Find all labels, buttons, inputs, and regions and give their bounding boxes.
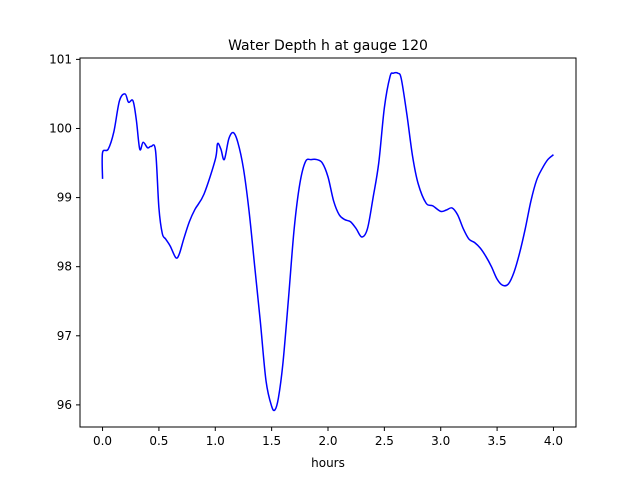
y-tick-label: 99 <box>57 191 72 205</box>
plot-area <box>101 71 554 412</box>
series-line-0 <box>101 71 554 412</box>
x-axis: 0.0 0.5 1.0 1.5 2.0 2.5 3.0 3.5 4.0 <box>93 427 563 448</box>
x-tick-label: 3.0 <box>431 434 450 448</box>
x-tick-label: 1.0 <box>206 434 225 448</box>
chart-title: Water Depth h at gauge 120 <box>228 38 428 54</box>
y-tick-label: 100 <box>49 121 72 135</box>
y-tick-label: 97 <box>57 329 72 343</box>
y-tick-label: 98 <box>57 260 72 274</box>
x-tick-label: 2.0 <box>318 434 337 448</box>
x-tick-label: 3.5 <box>488 434 507 448</box>
x-tick-label: 4.0 <box>544 434 563 448</box>
y-tick-label: 96 <box>57 398 72 412</box>
x-tick-label: 2.5 <box>375 434 394 448</box>
x-tick-label: 0.5 <box>149 434 168 448</box>
x-axis-label: hours <box>311 456 345 470</box>
y-tick-label: 101 <box>49 52 72 66</box>
y-axis: 96 97 98 99 100 101 <box>49 52 80 412</box>
x-tick-label: 1.5 <box>262 434 281 448</box>
x-tick-label: 0.0 <box>93 434 112 448</box>
